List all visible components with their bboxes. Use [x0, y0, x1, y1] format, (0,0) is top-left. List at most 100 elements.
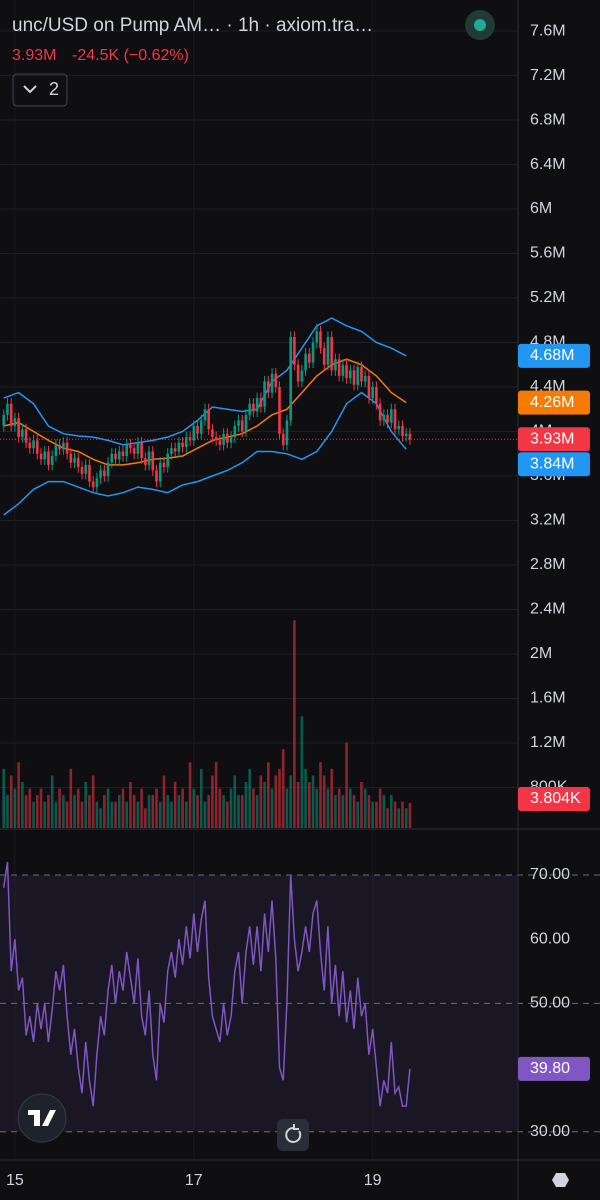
tradingview-logo[interactable]	[17, 1093, 67, 1143]
volume-bar	[281, 749, 285, 828]
reset-button[interactable]	[277, 1119, 309, 1151]
candle-body	[110, 453, 114, 463]
candle-body	[293, 336, 296, 365]
candle-body	[375, 387, 378, 404]
grid	[0, 0, 600, 1160]
status-dot	[474, 19, 486, 31]
candle-body	[270, 373, 274, 393]
candle-body	[28, 442, 32, 449]
candle-body	[185, 437, 188, 448]
volume-bar	[177, 795, 181, 828]
volume-bar	[408, 803, 412, 828]
volume-bar	[304, 768, 307, 828]
y-tick-label: 2.4M	[530, 601, 566, 618]
volume-bar	[389, 795, 393, 828]
candle-body	[218, 440, 222, 445]
volume-bar	[196, 795, 199, 828]
candle-body	[244, 414, 248, 432]
candle-body	[315, 331, 319, 343]
candle-body	[330, 336, 333, 371]
candle-body	[311, 342, 315, 363]
volume-bar	[244, 782, 248, 828]
y-tick-label: 2.8M	[530, 556, 566, 573]
price-label: 3.84M	[530, 456, 574, 473]
volume-bar	[211, 775, 214, 828]
candle-body	[35, 440, 39, 454]
volume-bar	[352, 795, 356, 828]
volume-bar	[233, 775, 237, 828]
volume-bar	[2, 768, 6, 828]
volume-bar	[192, 788, 196, 828]
candle-body	[289, 336, 292, 421]
candle-body	[397, 425, 401, 430]
settings-icon[interactable]	[552, 1173, 569, 1187]
candle-body	[103, 470, 106, 477]
volume-bar	[129, 782, 132, 828]
indicators-count: 2	[49, 79, 59, 99]
price-label: 3.93M	[530, 431, 574, 448]
volume-bar	[69, 768, 73, 828]
volume-bar	[28, 788, 32, 828]
candle-body	[322, 348, 326, 365]
rsi-tick-label: 50.00	[530, 995, 570, 1012]
volume-bar	[330, 768, 333, 828]
candle-body	[337, 359, 341, 376]
candle-body	[136, 442, 140, 454]
candle-body	[50, 455, 54, 465]
volume-bar	[360, 782, 363, 828]
candle-body	[181, 442, 184, 448]
candle-body	[99, 470, 102, 479]
rsi-tick-label: 60.00	[530, 930, 570, 947]
candle-body	[382, 414, 386, 421]
volume-bar	[39, 788, 43, 828]
volume-bar	[252, 788, 255, 828]
y-tick-label: 6.8M	[530, 111, 566, 128]
candle-body	[300, 370, 304, 382]
volume-bar	[144, 808, 147, 828]
candle-body	[106, 462, 110, 477]
volume-bar	[9, 775, 13, 828]
volume-bar	[334, 795, 337, 828]
candle-body	[188, 437, 192, 441]
candle-body	[177, 442, 181, 452]
volume-bar	[73, 795, 76, 828]
rsi-label-bg	[518, 1056, 590, 1081]
candle-body	[21, 429, 24, 438]
candle-body	[211, 429, 214, 438]
volume-label: 3.804K	[530, 790, 581, 807]
volume-bar	[65, 801, 69, 828]
volume-bar	[199, 768, 203, 828]
volume-bar	[322, 775, 326, 828]
volume-bar	[185, 801, 188, 828]
candle-body	[39, 453, 43, 460]
volume-bar	[117, 795, 121, 828]
y-tick-label: 1.6M	[530, 690, 566, 707]
volume-bar	[229, 788, 233, 828]
band-line	[3, 391, 407, 516]
volume-bar	[341, 795, 345, 828]
candle-body	[65, 442, 69, 454]
price-label-bg	[518, 390, 590, 415]
volume-bar	[121, 788, 125, 828]
price-change: -24.5K (−0.62%)	[72, 47, 189, 64]
candle-body	[84, 464, 88, 474]
candle-body	[222, 433, 225, 445]
candle-body	[296, 364, 300, 382]
volume-bar	[311, 775, 315, 828]
volume-bar	[270, 788, 274, 828]
volume-bar	[58, 788, 61, 828]
candle-body	[170, 448, 173, 454]
volume-bar	[106, 788, 110, 828]
candle-body	[233, 425, 237, 438]
indicators-toggle[interactable]	[12, 73, 68, 107]
candle-body	[345, 364, 348, 379]
volume-bar	[76, 788, 80, 828]
volume-bar	[99, 808, 102, 828]
candle-body	[229, 437, 233, 443]
candle-body	[207, 409, 210, 430]
candle-body	[125, 444, 129, 456]
y-tick-label: 6M	[530, 200, 552, 217]
candle-body	[363, 375, 367, 382]
volume-bar	[151, 795, 155, 828]
